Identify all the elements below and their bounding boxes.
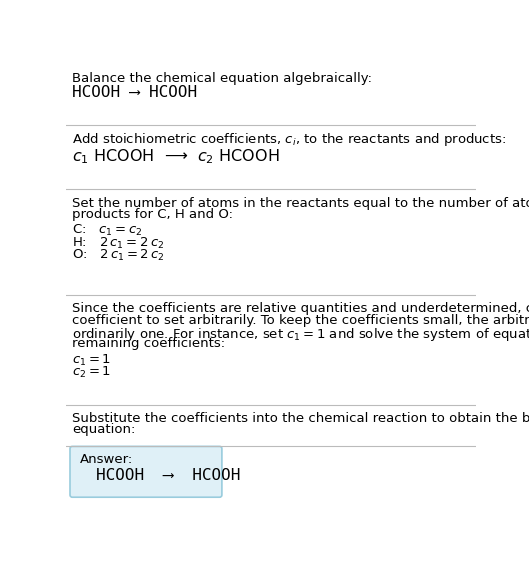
Text: products for C, H and O:: products for C, H and O: bbox=[72, 208, 233, 221]
Text: Set the number of atoms in the reactants equal to the number of atoms in the: Set the number of atoms in the reactants… bbox=[72, 197, 529, 210]
Text: $c_2 = 1$: $c_2 = 1$ bbox=[72, 365, 112, 380]
Text: H:   $2\,c_1 = 2\,c_2$: H: $2\,c_1 = 2\,c_2$ bbox=[72, 235, 165, 251]
Text: Balance the chemical equation algebraically:: Balance the chemical equation algebraica… bbox=[72, 72, 372, 85]
FancyBboxPatch shape bbox=[70, 446, 222, 497]
Text: Since the coefficients are relative quantities and underdetermined, choose a: Since the coefficients are relative quan… bbox=[72, 302, 529, 315]
Text: O:   $2\,c_1 = 2\,c_2$: O: $2\,c_1 = 2\,c_2$ bbox=[72, 248, 165, 263]
Text: Answer:: Answer: bbox=[80, 453, 133, 466]
Text: HCOOH ⟶ HCOOH: HCOOH ⟶ HCOOH bbox=[72, 85, 197, 100]
Text: Add stoichiometric coefficients, $c_i$, to the reactants and products:: Add stoichiometric coefficients, $c_i$, … bbox=[72, 132, 507, 149]
Text: C:   $c_1 = c_2$: C: $c_1 = c_2$ bbox=[72, 223, 143, 238]
Text: $c_1$ HCOOH  ⟶  $c_2$ HCOOH: $c_1$ HCOOH ⟶ $c_2$ HCOOH bbox=[72, 147, 280, 166]
Text: remaining coefficients:: remaining coefficients: bbox=[72, 337, 225, 350]
Text: ordinarily one. For instance, set $c_1 = 1$ and solve the system of equations fo: ordinarily one. For instance, set $c_1 =… bbox=[72, 325, 529, 342]
Text: $c_1 = 1$: $c_1 = 1$ bbox=[72, 352, 112, 368]
Text: equation:: equation: bbox=[72, 423, 136, 436]
Text: HCOOH  ⟶  HCOOH: HCOOH ⟶ HCOOH bbox=[96, 468, 240, 483]
Text: Substitute the coefficients into the chemical reaction to obtain the balanced: Substitute the coefficients into the che… bbox=[72, 412, 529, 425]
Text: coefficient to set arbitrarily. To keep the coefficients small, the arbitrary va: coefficient to set arbitrarily. To keep … bbox=[72, 314, 529, 327]
